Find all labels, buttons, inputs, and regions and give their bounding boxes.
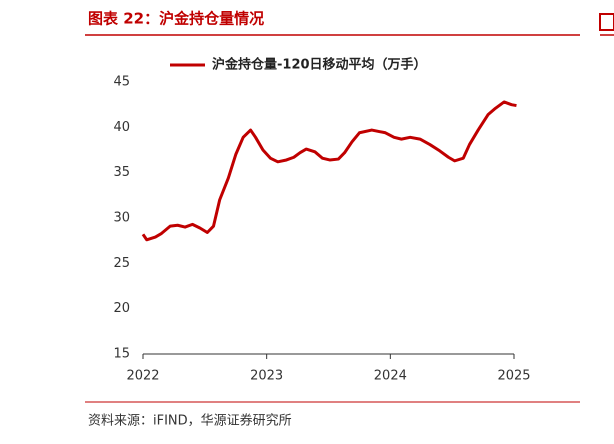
data-line <box>141 100 517 242</box>
legend-label: 沪金持仓量-120日移动平均（万手） <box>212 57 427 73</box>
y-tick-label: 40 <box>113 120 130 135</box>
x-tick-label: 2024 <box>374 369 407 384</box>
y-tick-label: 25 <box>113 256 130 271</box>
y-tick-label: 30 <box>113 211 130 226</box>
x-tick-label: 2025 <box>497 369 530 384</box>
y-tick-label: 35 <box>113 165 130 180</box>
y-tick-label: 45 <box>113 75 130 90</box>
chart-title: 图表 22：沪金持仓量情况 <box>88 10 264 28</box>
x-tick-label: 2022 <box>126 369 159 384</box>
x-tick-label: 2023 <box>250 369 283 384</box>
source-note: 资料来源：iFIND，华源证券研究所 <box>88 413 292 429</box>
y-tick-label: 15 <box>113 347 130 362</box>
cut-off-panel <box>599 13 614 31</box>
y-tick-label: 20 <box>113 301 130 316</box>
